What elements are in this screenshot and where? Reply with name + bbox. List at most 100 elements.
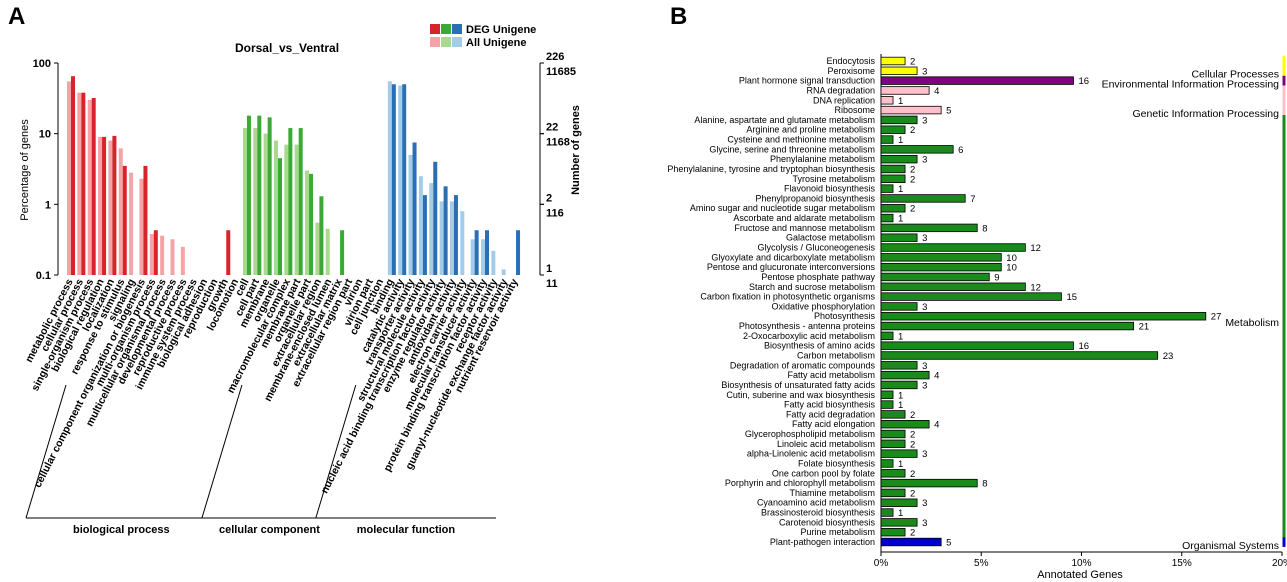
data-label: 1 — [898, 400, 903, 411]
bar — [143, 165, 148, 275]
bar — [412, 142, 417, 275]
data-label: 4 — [934, 371, 939, 382]
bar — [449, 201, 454, 275]
data-label: 3 — [922, 66, 927, 77]
bar — [278, 158, 282, 275]
y-tick-label: Fatty acid biosynthesis — [784, 400, 876, 410]
bar — [246, 115, 251, 275]
bar — [267, 117, 272, 275]
data-label: 4 — [934, 420, 939, 431]
data-label: 3 — [922, 361, 927, 372]
y-tick-label: Glycine, serine and threonine metabolism — [709, 144, 875, 154]
x-tick-label: 15% — [1172, 558, 1192, 569]
data-label: 3 — [922, 155, 927, 166]
y-tick-label: 10 — [39, 129, 51, 141]
class-label: Metabolism — [1225, 317, 1279, 329]
bar — [453, 195, 458, 275]
bar — [880, 508, 894, 517]
bar — [309, 173, 314, 275]
bar — [81, 92, 86, 276]
data-label: 3 — [922, 233, 927, 244]
bar — [880, 498, 918, 507]
data-label: 2 — [910, 410, 915, 421]
y-tick-label: 2-Oxocarboxylic acid metabolism — [743, 331, 875, 341]
y-tick-label: Pentose phosphate pathway — [761, 272, 875, 282]
data-label: 2 — [910, 164, 915, 175]
bar — [880, 292, 1062, 301]
data-label: 5 — [946, 538, 951, 549]
data-label: 3 — [922, 518, 927, 529]
group-bracket — [25, 384, 67, 519]
data-label: 1 — [898, 508, 903, 519]
bar — [880, 361, 918, 370]
y-tick-label: 1 — [45, 199, 51, 211]
bar — [880, 488, 906, 498]
bar — [880, 459, 894, 468]
data-label: 2 — [910, 174, 915, 185]
data-label: 3 — [922, 498, 927, 509]
bar — [880, 449, 918, 458]
bar — [253, 128, 258, 275]
bar — [129, 172, 134, 275]
bar — [880, 439, 906, 449]
bar — [288, 128, 293, 275]
data-label: 8 — [982, 479, 987, 490]
bar — [67, 81, 71, 275]
bar — [149, 234, 154, 275]
y-tick-label: Glyoxylate and dicarboxylate metabolism — [711, 252, 875, 262]
y-tick-label: Carbon fixation in photosynthetic organi… — [700, 292, 875, 302]
x-axis-label: Annotated Genes — [1037, 569, 1123, 581]
data-label: 2 — [910, 57, 915, 68]
data-label: 6 — [958, 145, 963, 156]
data-label: 9 — [994, 272, 999, 283]
bar — [880, 154, 918, 164]
y-tick-label: Photosynthesis — [814, 311, 876, 321]
bar — [242, 128, 247, 275]
data-label: 27 — [1211, 312, 1222, 323]
bar — [153, 230, 158, 275]
data-label: 1 — [898, 331, 903, 342]
y-tick-label: Carbon metabolism — [797, 350, 875, 360]
bar — [880, 390, 894, 399]
bar — [880, 76, 1074, 85]
data-label: 3 — [922, 115, 927, 126]
y-tick-label: Plant hormone signal transduction — [739, 76, 875, 86]
bar — [118, 148, 123, 275]
bar — [880, 282, 1026, 291]
data-label: 2 — [910, 469, 915, 480]
data-label: 3 — [922, 380, 927, 391]
data-label: 16 — [1078, 341, 1089, 352]
y-tick-label: Phenylalanine, tyrosine and tryptophan b… — [667, 164, 875, 174]
y-tick-label: RNA degradation — [806, 85, 875, 95]
bar — [880, 204, 906, 213]
bar — [102, 136, 107, 275]
bar — [71, 76, 75, 275]
data-label: 23 — [1163, 351, 1174, 362]
data-label: 15 — [1066, 292, 1077, 303]
y-tick-label: Brassinosteroid biosynthesis — [761, 508, 876, 518]
y-tick-label: Phenylpropanoid biosynthesis — [755, 193, 875, 203]
y2-tick-label: 1 — [546, 263, 552, 275]
y-tick-label: Photosynthesis - antenna proteins — [739, 321, 876, 331]
bar — [880, 194, 966, 203]
y-tick-label: Ribosome — [834, 105, 875, 115]
data-label: 1 — [898, 184, 903, 195]
bar — [387, 81, 392, 275]
bar — [880, 478, 978, 488]
y2-tick-label: 22 — [546, 122, 558, 134]
legend-swatch — [441, 37, 451, 47]
y-tick-label: Fatty acid elongation — [792, 419, 875, 429]
y-tick-label: DNA replication — [813, 95, 875, 105]
group-label: cellular component — [219, 524, 320, 536]
data-label: 2 — [910, 125, 915, 136]
y-tick-label: Fatty acid degradation — [786, 409, 875, 419]
data-label: 2 — [910, 439, 915, 450]
bar — [408, 154, 413, 275]
bar — [491, 250, 496, 275]
bar — [880, 145, 954, 154]
bar — [398, 85, 403, 275]
legend-label: All Unigene — [466, 37, 527, 49]
bar — [319, 196, 324, 275]
bar — [87, 99, 92, 275]
y2-tick-label: 116 — [546, 207, 564, 219]
